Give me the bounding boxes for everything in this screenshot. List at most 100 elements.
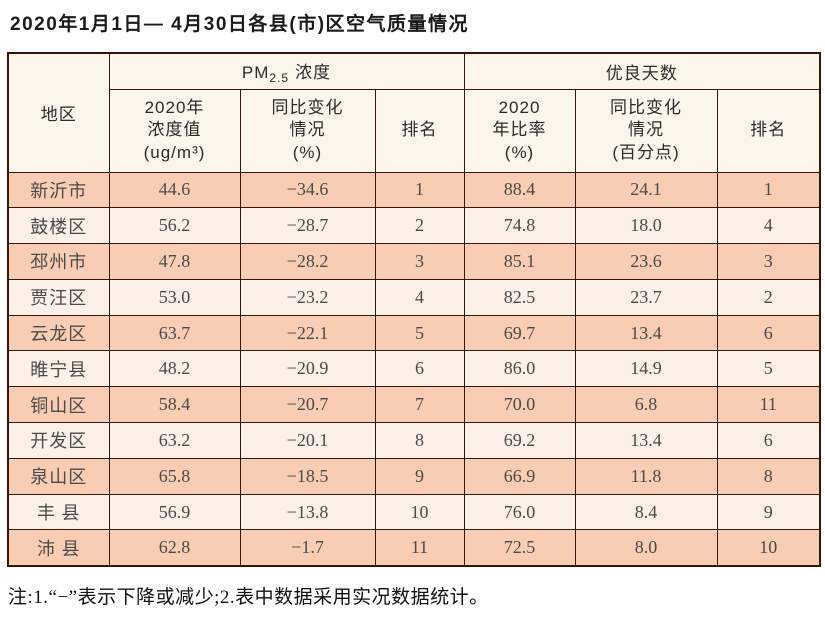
pm-change-cell: −22.1 <box>239 314 376 352</box>
pm-value-cell: 63.7 <box>108 314 241 352</box>
column-header-region: 地区 <box>7 52 110 173</box>
days-change-cell: 13.4 <box>574 314 718 352</box>
column-header-days-ratio: 2020 年比率 (%) <box>463 88 576 173</box>
pm-value-cell: 56.2 <box>108 207 241 245</box>
days-ratio-cell: 72.5 <box>463 529 576 567</box>
region-cell: 睢宁县 <box>7 350 110 388</box>
table-row: 邳州市 47.8 −28.2 3 85.1 23.6 3 <box>7 243 821 280</box>
table-row: 新沂市 44.6 −34.6 1 88.4 24.1 1 <box>7 171 821 209</box>
pm-change-cell: −20.7 <box>239 386 376 424</box>
days-ratio-cell: 82.5 <box>463 278 576 316</box>
pm-rank-cell: 5 <box>374 314 465 352</box>
pm-rank-cell: 10 <box>374 493 465 531</box>
pm-change-cell: −20.1 <box>239 422 376 459</box>
region-cell: 鼓楼区 <box>7 207 110 245</box>
table-row: 贾汪区 53.0 −23.2 4 82.5 23.7 2 <box>7 278 821 316</box>
table-row: 沛 县 62.8 −1.7 11 72.5 8.0 10 <box>7 529 821 567</box>
pm-value-cell: 62.8 <box>108 529 241 567</box>
pm-change-cell: −18.5 <box>239 457 376 495</box>
days-ratio-cell: 70.0 <box>463 386 576 424</box>
table-row: 鼓楼区 56.2 −28.7 2 74.8 18.0 4 <box>7 207 821 245</box>
days-rank-cell: 3 <box>716 243 821 280</box>
column-header-pm-rank: 排名 <box>374 88 465 173</box>
pm-rank-cell: 6 <box>374 350 465 388</box>
region-cell: 开发区 <box>7 422 110 459</box>
pm-rank-cell: 11 <box>374 529 465 567</box>
days-rank-cell: 11 <box>716 386 821 424</box>
days-rank-cell: 2 <box>716 278 821 316</box>
pm-value-cell: 44.6 <box>108 171 241 209</box>
air-quality-table: 地区 PM2.5 浓度 优良天数 2020年 浓度值 (ug/m³) 同比变化 情… <box>7 52 822 567</box>
pm-change-cell: −28.2 <box>239 243 376 280</box>
days-ratio-cell: 69.2 <box>463 422 576 459</box>
pm-value-cell: 65.8 <box>108 457 241 495</box>
table-row: 睢宁县 48.2 −20.9 6 86.0 14.9 5 <box>7 350 821 388</box>
days-rank-cell: 5 <box>716 350 821 388</box>
region-cell: 沛 县 <box>7 529 110 567</box>
days-change-cell: 13.4 <box>574 422 718 459</box>
pm-change-cell: −23.2 <box>239 278 376 316</box>
days-ratio-cell: 86.0 <box>463 350 576 388</box>
pm-value-cell: 58.4 <box>108 386 241 424</box>
pm-change-cell: −13.8 <box>239 493 376 531</box>
page-title: 2020年1月1日— 4月30日各县(市)区空气质量情况 <box>10 14 470 35</box>
column-header-days-change: 同比变化 情况 (百分点) <box>574 88 718 173</box>
table-row: 铜山区 58.4 −20.7 7 70.0 6.8 11 <box>7 386 821 424</box>
table-row: 开发区 63.2 −20.1 8 69.2 13.4 6 <box>7 422 821 459</box>
group-header-row: 地区 PM2.5 浓度 优良天数 <box>7 52 821 173</box>
days-ratio-cell: 66.9 <box>463 457 576 495</box>
days-change-cell: 11.8 <box>574 457 718 495</box>
pm-rank-cell: 9 <box>374 457 465 495</box>
pm25-subscript: 2.5 <box>269 70 290 85</box>
column-header-pm-value: 2020年 浓度值 (ug/m³) <box>108 88 241 173</box>
days-change-cell: 8.0 <box>574 529 718 567</box>
pm-rank-cell: 4 <box>374 278 465 316</box>
group-header-good-days: 优良天数 <box>463 52 821 90</box>
pm-rank-cell: 1 <box>374 171 465 209</box>
sub-header-row: 2020年 浓度值 (ug/m³) 同比变化 情况 (%) 排名 2020 年比… <box>8 88 821 173</box>
days-change-cell: 8.4 <box>574 493 718 531</box>
group-header-pm25: PM2.5 浓度 <box>108 52 465 90</box>
days-rank-cell: 10 <box>716 529 821 567</box>
days-change-cell: 18.0 <box>574 207 718 245</box>
region-cell: 新沂市 <box>7 171 110 209</box>
footnote: 注:1.“−”表示下降或减少;2.表中数据采用实况数据统计。 <box>8 586 489 608</box>
pm-value-cell: 48.2 <box>108 350 241 388</box>
pm-value-cell: 47.8 <box>108 243 241 280</box>
pm-change-cell: −1.7 <box>239 529 376 567</box>
region-cell: 泉山区 <box>7 457 110 495</box>
days-change-cell: 23.7 <box>574 278 718 316</box>
table-header: 地区 PM2.5 浓度 优良天数 2020年 浓度值 (ug/m³) 同比变化 情… <box>7 52 821 173</box>
days-rank-cell: 6 <box>716 422 821 459</box>
pm25-prefix: PM <box>241 62 270 82</box>
days-rank-cell: 8 <box>716 457 821 495</box>
days-rank-cell: 1 <box>716 171 821 209</box>
pm-change-cell: −34.6 <box>239 171 376 209</box>
pm-rank-cell: 3 <box>374 243 465 280</box>
table-row: 丰 县 56.9 −13.8 10 76.0 8.4 9 <box>7 493 821 531</box>
days-ratio-cell: 88.4 <box>463 171 576 209</box>
table-row: 云龙区 63.7 −22.1 5 69.7 13.4 6 <box>7 314 821 352</box>
region-cell: 贾汪区 <box>7 278 110 316</box>
pm25-suffix: 浓度 <box>295 62 332 82</box>
pm-rank-cell: 8 <box>374 422 465 459</box>
days-ratio-cell: 69.7 <box>463 314 576 352</box>
pm-change-cell: −20.9 <box>239 350 376 388</box>
days-change-cell: 23.6 <box>574 243 718 280</box>
days-change-cell: 24.1 <box>574 171 718 209</box>
table-body: 新沂市 44.6 −34.6 1 88.4 24.1 1 鼓楼区 56.2 −28.7 2 74.8 1… <box>7 171 821 567</box>
column-header-days-rank: 排名 <box>716 88 821 173</box>
pm-value-cell: 63.2 <box>108 422 241 459</box>
days-ratio-cell: 74.8 <box>463 207 576 245</box>
table-row: 泉山区 65.8 −18.5 9 66.9 11.8 8 <box>7 457 821 495</box>
pm-value-cell: 56.9 <box>108 493 241 531</box>
days-change-cell: 14.9 <box>574 350 718 388</box>
days-rank-cell: 6 <box>716 314 821 352</box>
region-cell: 铜山区 <box>7 386 110 424</box>
days-ratio-cell: 85.1 <box>463 243 576 280</box>
column-header-pm-change: 同比变化 情况 (%) <box>239 88 376 173</box>
days-ratio-cell: 76.0 <box>463 493 576 531</box>
days-change-cell: 6.8 <box>574 386 718 424</box>
pm-change-cell: −28.7 <box>239 207 376 245</box>
pm-value-cell: 53.0 <box>108 278 241 316</box>
